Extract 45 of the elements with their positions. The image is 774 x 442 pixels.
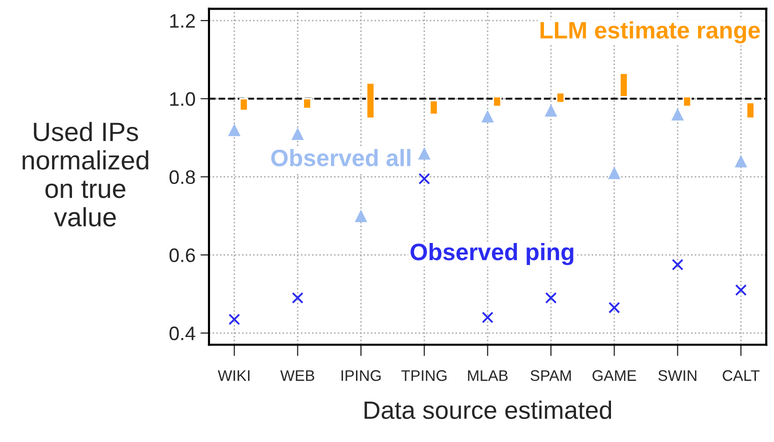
- point: [291, 128, 304, 140]
- bar: [429, 100, 438, 115]
- point: [418, 147, 431, 160]
- x-tick-label: IPING: [342, 370, 381, 381]
- point: [544, 104, 558, 117]
- bar: [556, 92, 565, 104]
- point: [482, 312, 494, 324]
- bar: [492, 96, 502, 108]
- x-axis-title: Data source estimated: [364, 400, 612, 420]
- point: [354, 210, 368, 222]
- series-label: Observed all: [271, 149, 410, 166]
- y-tick-label: 1.2: [170, 14, 195, 28]
- point: [672, 258, 684, 270]
- point: [292, 292, 304, 304]
- point: [228, 124, 241, 136]
- point: [418, 172, 430, 185]
- x-tick-label: MLAB: [468, 370, 508, 381]
- point: [735, 284, 747, 296]
- x-tick-label: WEB: [280, 370, 314, 381]
- x-tick-label: SPAM: [530, 370, 571, 381]
- point: [671, 108, 684, 121]
- y-tick-label: 0.8: [170, 170, 195, 184]
- series-label: LLM estimate range: [540, 21, 760, 44]
- x-tick-label: SWIN: [658, 370, 696, 381]
- point: [545, 292, 557, 304]
- point: [608, 302, 620, 314]
- point: [481, 110, 494, 122]
- series-label: Observed ping: [410, 243, 574, 266]
- bar: [366, 82, 375, 119]
- y-axis-title: Used IPs normalized on true value: [22, 122, 148, 227]
- bar: [682, 96, 692, 108]
- x-tick-label: WIKI: [218, 370, 250, 381]
- x-tick-label: TPING: [401, 370, 446, 381]
- y-tick-label: 0.4: [170, 326, 196, 340]
- y-tick-label: 1.0: [170, 92, 196, 106]
- x-tick-label: CALT: [722, 370, 760, 381]
- bar: [239, 98, 248, 112]
- bar: [302, 98, 312, 110]
- y-tick-label: 0.6: [170, 248, 195, 262]
- bar: [746, 102, 755, 119]
- point: [734, 154, 748, 168]
- x-tick-label: GAME: [592, 370, 636, 381]
- point: [608, 166, 620, 180]
- bar: [619, 72, 628, 98]
- point: [228, 314, 240, 326]
